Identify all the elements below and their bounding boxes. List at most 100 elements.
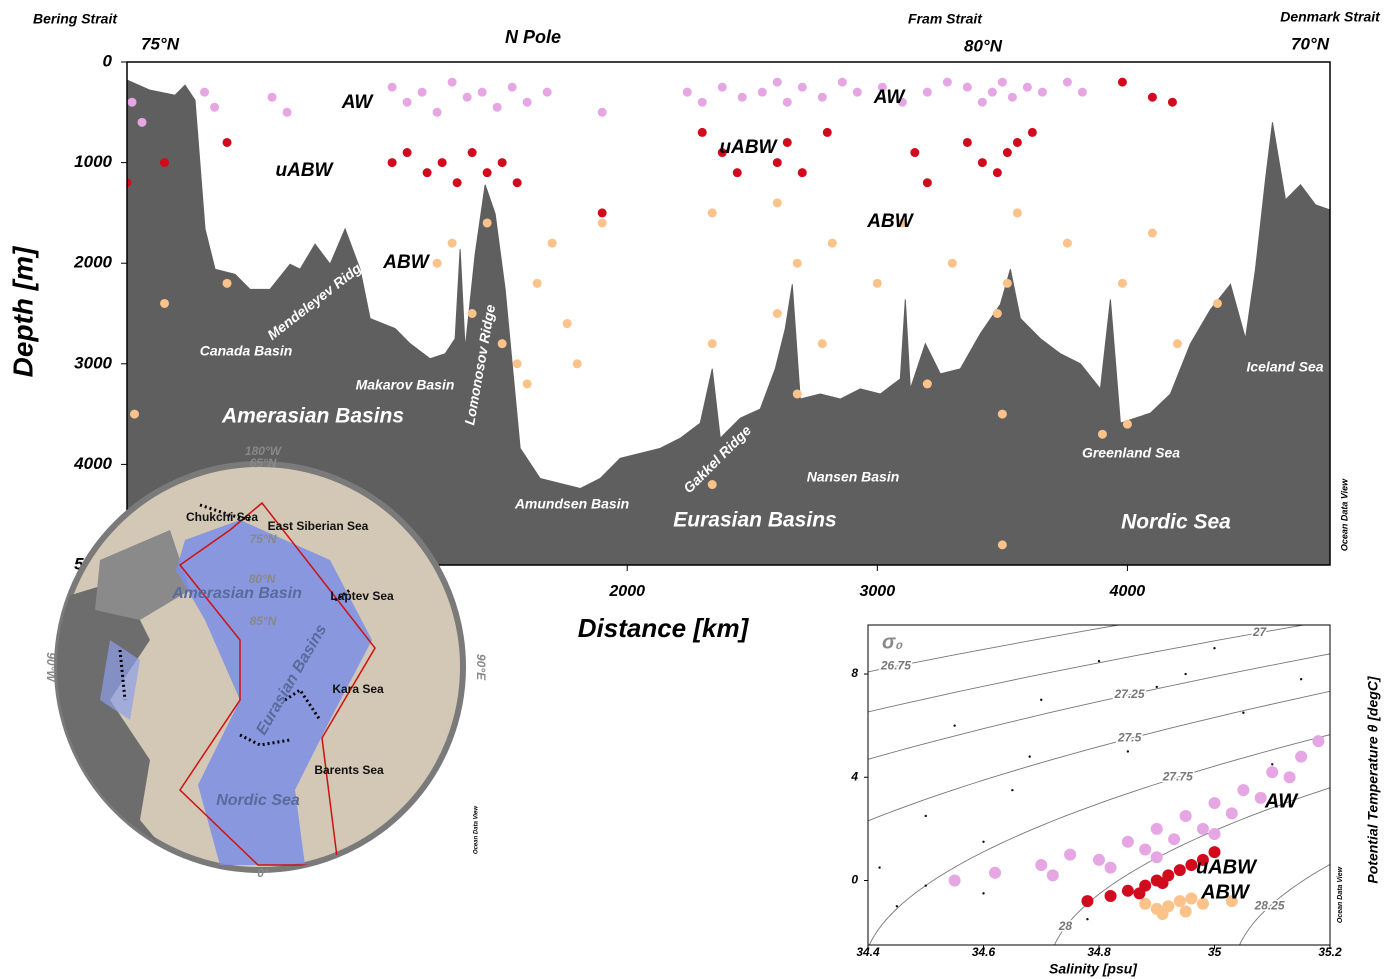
sample-point <box>497 339 507 349</box>
sample-point <box>492 102 502 112</box>
isopycnal <box>868 690 1330 822</box>
y-tick-label: 8 <box>851 666 858 680</box>
ts-point <box>953 724 956 727</box>
ts-point <box>1139 843 1152 856</box>
sample-point <box>717 82 727 92</box>
region-label: Nansen Basin <box>807 469 900 485</box>
ts-point <box>1208 828 1221 841</box>
y-axis-title: Depth [m] <box>7 245 38 377</box>
sample-point <box>910 148 920 158</box>
ts-point <box>1173 864 1186 877</box>
ts-point <box>1093 853 1105 866</box>
sample-point <box>282 107 292 117</box>
sample-point <box>597 208 607 218</box>
ts-point <box>1126 750 1130 753</box>
water-mass-label: uABW <box>276 160 335 181</box>
sample-point <box>462 92 472 102</box>
sample-point <box>947 258 957 268</box>
ts-point <box>982 892 985 895</box>
sample-point <box>922 178 932 188</box>
isopycnal <box>868 734 1330 945</box>
sample-point <box>1012 137 1022 147</box>
sample-point <box>732 168 742 178</box>
watermark: Ocean Data View <box>1339 478 1349 551</box>
x-tick-label: 34.8 <box>1087 945 1111 959</box>
ts-point <box>1150 822 1163 835</box>
isopycnal-label: 27.5 <box>1117 731 1142 745</box>
x-tick-label: 35.2 <box>1318 945 1342 959</box>
sample-point <box>387 158 397 168</box>
sample-point <box>210 102 220 112</box>
ts-point <box>1064 848 1077 861</box>
sample-point <box>522 379 532 389</box>
sample-point <box>1007 92 1017 102</box>
ts-point <box>1155 685 1158 689</box>
ts-point <box>948 874 961 887</box>
sample-point <box>1097 429 1107 439</box>
ts-point <box>1173 895 1186 908</box>
region-label: Amerasian Basins <box>221 405 404 428</box>
top-annotation: 70°N <box>1291 34 1330 53</box>
sample-point <box>497 158 507 168</box>
sample-point <box>1062 77 1072 87</box>
x-axis-title: Distance [km] <box>578 613 750 643</box>
ts-point <box>1046 869 1059 882</box>
section-track <box>178 501 376 866</box>
ts-point <box>878 866 881 869</box>
x-tick-label: 35 <box>1208 945 1222 959</box>
map-label: Kara Sea <box>332 682 384 696</box>
sample-point <box>522 97 532 107</box>
station-dots <box>118 503 351 747</box>
sample-point <box>1077 87 1087 97</box>
isopycnal-label: 27.75 <box>1162 769 1193 783</box>
sample-point <box>127 178 132 188</box>
sample-point <box>792 258 802 268</box>
watermark: Ocean Data View <box>1337 866 1344 923</box>
region-label: Eurasian Basins <box>673 509 836 532</box>
map-label: 180°W <box>245 444 283 458</box>
ts-point <box>895 905 899 908</box>
y-tick-label: 4000 <box>73 454 112 473</box>
sample-point <box>877 82 887 92</box>
plot-content: 26.75 27 27.25 27.5 27.75 28 28.25 σ₀ <box>868 625 1330 945</box>
sample-point <box>872 278 882 288</box>
plot-content <box>127 77 1330 565</box>
sample-point <box>402 97 412 107</box>
water-mass-label: ABW <box>382 252 430 273</box>
y-tick-label: 3000 <box>74 353 112 372</box>
y-tick-label: 2000 <box>73 253 112 272</box>
y-tick-label: 0 <box>103 51 113 70</box>
ts-point <box>1179 809 1192 822</box>
ts-point <box>989 866 1002 879</box>
ts-point <box>1254 791 1267 804</box>
sample-point <box>532 278 542 288</box>
sample-point <box>707 208 717 218</box>
sample-point <box>200 87 210 97</box>
ts-diagram: 26.75 27 27.25 27.5 27.75 28 28.25 σ₀ 34.4 34.6 34… <box>850 624 1381 977</box>
x-axis-title: Salinity [psu] <box>1049 961 1138 977</box>
sample-point <box>542 87 552 97</box>
isopycnal-label: 27.25 <box>1114 687 1145 701</box>
isopycnal-label: 26.75 <box>880 658 911 672</box>
y-tick-label: 4 <box>850 769 858 783</box>
sample-point <box>512 178 522 188</box>
sample-point <box>160 158 170 168</box>
ts-point <box>1196 822 1209 835</box>
ts-point <box>1121 884 1134 897</box>
sample-point <box>772 77 782 87</box>
sample-point <box>402 148 412 158</box>
ts-point <box>1208 797 1221 810</box>
sample-point <box>817 339 827 349</box>
sample-point <box>137 117 147 127</box>
sample-point <box>482 218 492 228</box>
sample-point <box>682 87 692 97</box>
sample-point <box>512 359 522 369</box>
sample-point <box>222 137 232 147</box>
sample-point <box>977 97 987 107</box>
ts-point <box>1283 771 1296 784</box>
watermark: Ocean Data View <box>474 806 480 854</box>
top-annotation: 80°N <box>964 36 1003 55</box>
sample-point <box>782 97 792 107</box>
ts-point <box>1225 807 1238 820</box>
ts-point <box>1028 755 1031 758</box>
